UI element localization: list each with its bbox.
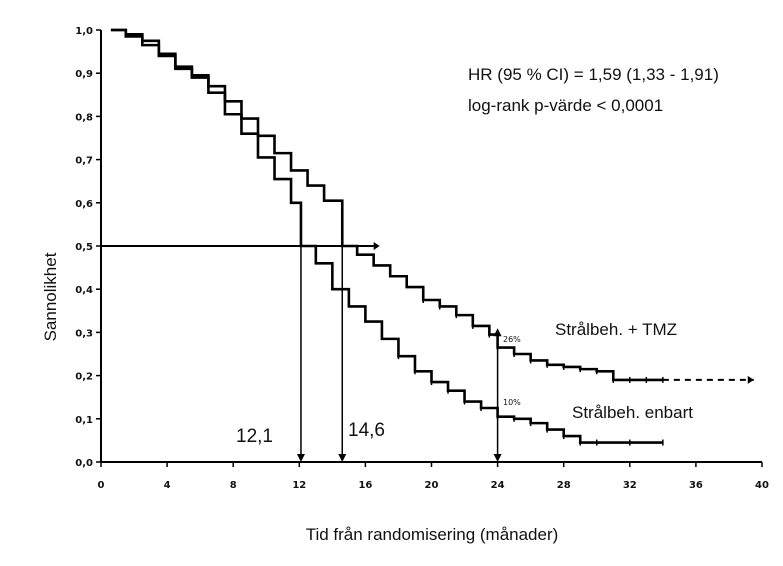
km-curve-rt [110,28,663,444]
y-tick-label: 0,3 [75,328,93,339]
logrank-annotation: log-rank p-värde < 0,0001 [468,96,663,115]
x-tick-label: 8 [230,480,237,491]
median-label-tmz: 14,6 [348,420,385,441]
x-tick-label: 28 [557,480,571,491]
x-tick-label: 16 [358,480,372,491]
series-layer [101,28,754,462]
marker-24-bottom-arrowhead [493,454,502,462]
y-tick-label: 0,2 [75,372,93,383]
x-tick-label: 24 [491,480,505,491]
y-tick-label: 0,9 [75,69,93,80]
y-tick-label: 0,5 [75,242,93,253]
axes-layer: 0 4 8 12 16 20 24 28 32 36 40 0,0 0,1 0,2 0,3 0,4 0,5 0,6… [75,26,769,491]
y-tick-label: 0,4 [75,285,93,296]
y-tick-label: 0,0 [75,458,93,469]
series-label-rt: Strålbeh. enbart [572,403,693,422]
x-tick-label: 40 [755,480,769,491]
annotation-layer: HR (95 % CI) = 1,59 (1,33 - 1,91) log-ra… [41,65,719,544]
y-axis-title: Sannolikhet [41,252,60,341]
median-label-rt: 12,1 [236,426,273,447]
y-tick-label: 0,8 [75,112,93,123]
x-axis-title: Tid från randomisering (månader) [306,525,559,544]
x-tick-label: 4 [164,480,171,491]
x-tick-label: 0 [98,480,105,491]
marker-label-rt-24: 10% [503,398,521,407]
x-tick-label: 12 [292,480,306,491]
km-curve-tmz-arrowhead [747,375,754,384]
series-label-tmz: Strålbeh. + TMZ [555,320,677,339]
median-line-arrowhead [373,242,380,250]
hr-annotation: HR (95 % CI) = 1,59 (1,33 - 1,91) [468,65,719,84]
median-drop-arrowhead [296,454,305,462]
y-tick-label: 1,0 [75,26,93,37]
x-tick-label: 36 [689,480,703,491]
median-drop-arrowhead [338,454,347,462]
x-tick-label: 20 [425,480,439,491]
y-tick-label: 0,1 [75,415,93,426]
marker-label-tmz-24: 26% [503,335,521,344]
x-tick-label: 32 [623,480,637,491]
y-tick-label: 0,7 [75,156,93,167]
km-curve-tmz [110,28,663,382]
y-tick-label: 0,6 [75,199,93,210]
